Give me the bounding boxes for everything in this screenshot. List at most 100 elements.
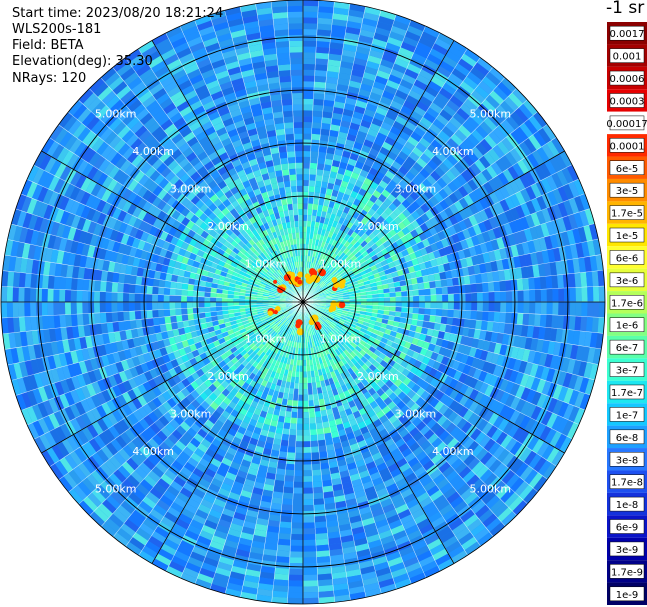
ppi-cell — [398, 322, 406, 330]
ppi-cell — [384, 136, 396, 147]
ppi-cell — [321, 283, 327, 289]
ppi-cell — [367, 128, 379, 138]
ppi-cell — [363, 264, 371, 271]
ppi-cell — [395, 136, 408, 147]
ppi-cell — [418, 182, 429, 194]
ppi-cell — [315, 285, 321, 291]
ppi-cell — [383, 310, 390, 316]
ppi-cell — [555, 261, 563, 276]
ppi-cell — [566, 329, 575, 345]
ppi-cell — [549, 156, 562, 173]
ppi-cell — [465, 237, 475, 249]
ppi-cell — [483, 152, 496, 166]
ppi-cell — [318, 590, 334, 598]
ppi-cell — [573, 212, 584, 229]
ppi-cell — [380, 59, 395, 69]
ppi-cell — [526, 265, 534, 279]
ppi-cell — [470, 163, 482, 176]
ppi-cell — [401, 175, 412, 186]
ppi-cell — [337, 167, 347, 175]
ppi-cell — [584, 256, 592, 273]
ppi-cell — [500, 155, 513, 170]
ppi-cell — [295, 435, 303, 442]
ppi-cell — [446, 341, 455, 351]
ppi-cell — [385, 111, 398, 121]
ppi-cell — [549, 234, 559, 249]
ppi-cell — [354, 261, 362, 268]
ppi-cell — [433, 250, 442, 259]
ppi-cell — [547, 248, 556, 263]
ppi-cell — [497, 141, 510, 156]
ppi-cell — [541, 250, 550, 264]
ppi-cell — [369, 49, 384, 59]
ppi-cell — [192, 296, 199, 302]
ppi-cell — [65, 277, 72, 290]
ppi-cell — [549, 355, 559, 370]
ppi-cell — [441, 286, 448, 295]
ppi-cell — [450, 269, 458, 279]
ppi-cell — [485, 71, 502, 87]
ppi-cell — [157, 294, 164, 302]
ppi-cell — [411, 84, 425, 96]
ppi-cell — [446, 278, 454, 287]
ppi-cell — [493, 175, 505, 189]
ppi-cell — [13, 271, 20, 288]
ppi-cell — [341, 55, 355, 64]
ppi-cell — [134, 284, 142, 294]
ppi-cell — [444, 196, 454, 208]
ppi-cell — [510, 130, 524, 145]
ppi-cell — [476, 311, 483, 321]
ppi-cell — [369, 92, 383, 102]
ppi-cell — [521, 325, 529, 338]
ppi-cell — [404, 120, 417, 132]
ppi-cell — [344, 278, 351, 284]
ppi-cell — [561, 231, 570, 247]
ppi-cell — [417, 282, 425, 290]
ppi-cell — [545, 275, 553, 290]
ppi-cell — [485, 241, 494, 253]
ppi-cell — [378, 302, 385, 307]
ppi-cell — [317, 23, 333, 31]
ppi-cell — [388, 74, 403, 85]
ppi-cell — [398, 47, 414, 58]
ppi-cell — [314, 70, 328, 77]
ppi-cell — [385, 170, 396, 180]
ppi-cell — [453, 212, 464, 223]
ppi-cell — [422, 321, 430, 329]
ppi-cell — [403, 254, 412, 263]
ppi-cell — [422, 238, 431, 248]
ppi-cell — [314, 515, 327, 523]
ppi-cell — [468, 215, 479, 227]
ppi-cell — [366, 305, 373, 310]
ppi-cell — [432, 265, 440, 275]
ppi-cell — [293, 487, 303, 494]
ppi-cell — [486, 272, 494, 283]
ppi-cell — [278, 527, 292, 534]
ppi-cell — [510, 193, 521, 208]
ppi-cell — [315, 64, 328, 71]
ppi-cell — [290, 539, 303, 546]
ppi-cell — [303, 209, 308, 215]
ppi-cell — [42, 274, 49, 289]
ppi-cell — [303, 23, 318, 30]
ppi-cell — [516, 243, 525, 257]
ppi-cell — [134, 293, 141, 302]
ppi-cell — [534, 165, 547, 181]
ppi-cell — [289, 551, 303, 558]
ppi-cell — [512, 88, 528, 104]
ppi-cell — [321, 254, 327, 261]
ppi-cell — [372, 294, 379, 299]
ppi-cell — [362, 114, 374, 124]
ppi-cell — [364, 236, 373, 244]
ppi-cell — [422, 254, 430, 263]
ppi-cell — [568, 214, 578, 230]
ppi-cell — [343, 226, 351, 234]
ppi-cell — [453, 309, 460, 319]
ppi-cell — [346, 20, 363, 30]
ppi-cell — [458, 220, 468, 232]
ppi-cell — [424, 199, 435, 210]
ppi-cell — [443, 104, 457, 117]
ppi-cell — [395, 89, 409, 101]
ppi-cell — [401, 296, 408, 302]
ppi-cell — [352, 248, 360, 256]
